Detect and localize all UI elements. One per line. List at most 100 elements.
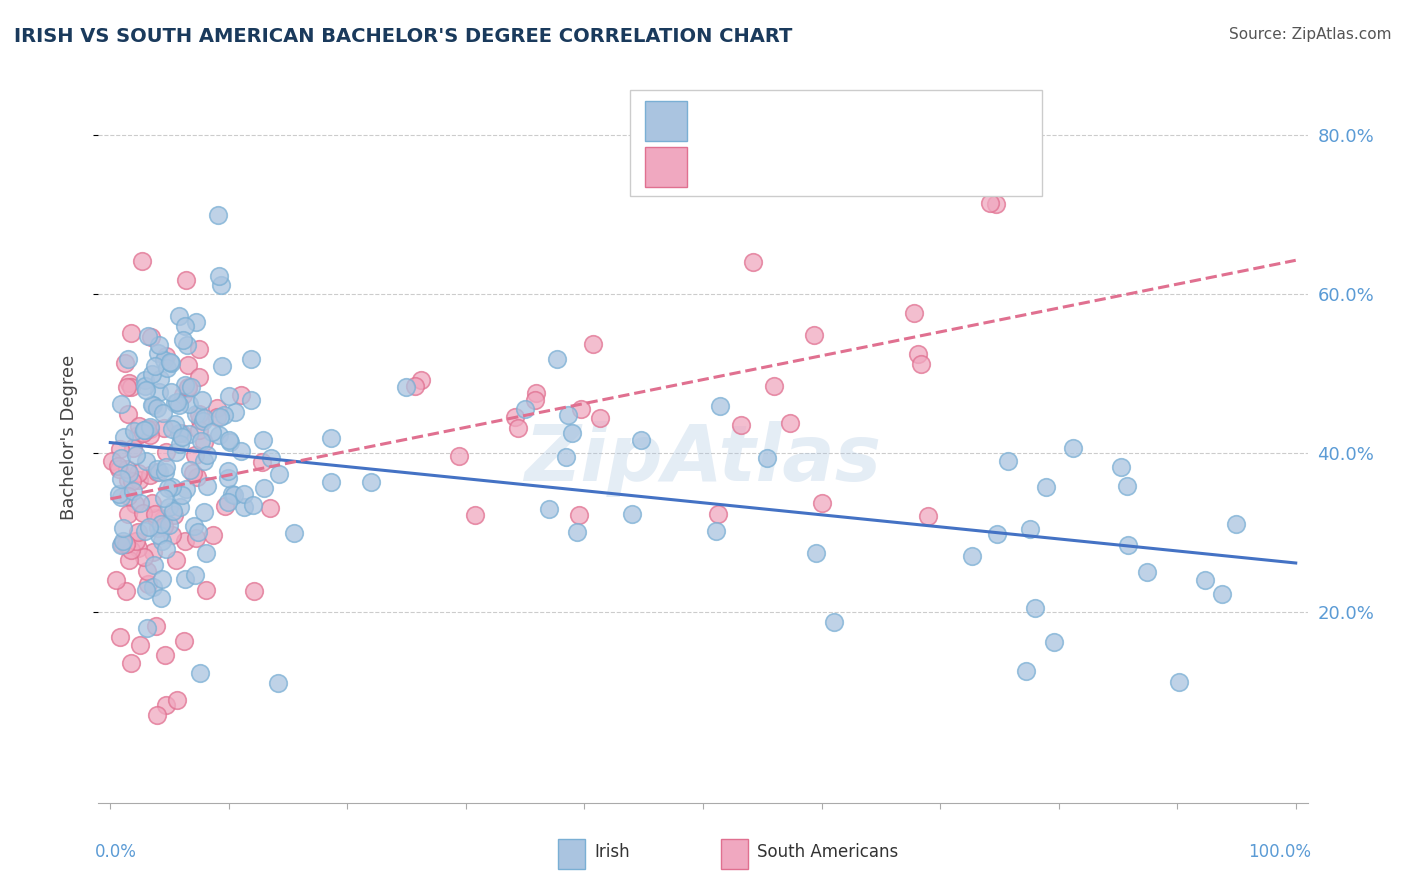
Point (153, 465, 176, 479)
Text: R =  0.145   N = 116: R = 0.145 N = 116 (702, 158, 889, 176)
Point (165, 445, 187, 459)
Point (240, 351, 263, 366)
Point (134, 423, 156, 437)
Point (1116, 538, 1139, 552)
Point (1035, 480, 1057, 494)
Point (145, 511, 167, 525)
Point (1194, 573, 1216, 587)
Point (114, 356, 136, 370)
Point (193, 434, 215, 449)
Point (146, 521, 169, 535)
Text: Source: ZipAtlas.com: Source: ZipAtlas.com (1229, 27, 1392, 42)
Point (243, 584, 266, 599)
Point (142, 398, 165, 412)
Point (149, 591, 172, 605)
Point (100, 454, 122, 468)
Point (117, 489, 139, 503)
Point (174, 273, 197, 287)
Point (167, 309, 190, 323)
Point (889, 112, 911, 126)
Point (111, 534, 134, 549)
Point (108, 630, 131, 644)
Point (117, 407, 139, 421)
Point (114, 584, 136, 599)
Point (122, 484, 145, 499)
Point (193, 414, 215, 428)
Point (1167, 674, 1189, 689)
Text: South Americans: South Americans (758, 843, 898, 861)
Point (1211, 586, 1233, 600)
Point (118, 376, 141, 390)
Point (217, 494, 239, 508)
Point (127, 525, 149, 540)
Point (152, 406, 174, 420)
Point (207, 428, 229, 442)
Point (208, 268, 231, 283)
Point (997, 454, 1019, 468)
Point (107, 458, 129, 473)
Text: 100.0%: 100.0% (1249, 843, 1312, 861)
Point (567, 525, 589, 540)
Point (537, 502, 560, 516)
Point (174, 378, 197, 392)
Point (229, 443, 252, 458)
Point (135, 583, 157, 598)
Point (179, 463, 201, 477)
Point (111, 537, 134, 551)
Point (194, 582, 217, 597)
Point (259, 500, 281, 515)
Point (177, 380, 200, 394)
Bar (721, 839, 748, 869)
Point (172, 388, 194, 402)
Point (214, 500, 236, 514)
Point (148, 384, 170, 399)
Point (138, 467, 160, 482)
Point (177, 381, 200, 395)
Point (139, 428, 162, 442)
Point (150, 534, 173, 549)
Point (148, 465, 170, 479)
Point (136, 577, 159, 591)
Point (163, 396, 186, 410)
Point (730, 417, 752, 432)
Point (124, 448, 146, 462)
Point (184, 568, 207, 582)
Point (127, 541, 149, 556)
Point (160, 528, 183, 542)
Point (360, 475, 382, 490)
Point (174, 572, 197, 586)
Point (128, 473, 150, 487)
Point (395, 380, 418, 394)
Point (411, 373, 433, 387)
Point (124, 497, 146, 511)
Point (148, 338, 170, 352)
Point (508, 421, 530, 435)
Point (139, 420, 162, 434)
Point (155, 541, 177, 556)
Point (464, 508, 486, 522)
Point (155, 459, 177, 474)
Point (148, 528, 170, 542)
Point (184, 408, 207, 422)
Point (159, 385, 181, 400)
Point (155, 698, 177, 713)
Point (181, 466, 204, 480)
Point (177, 426, 200, 441)
Point (167, 425, 190, 440)
Point (526, 386, 548, 401)
Point (169, 500, 191, 514)
Point (547, 352, 569, 367)
Point (166, 693, 188, 707)
Point (153, 491, 176, 506)
Point (153, 648, 176, 662)
Point (219, 435, 242, 450)
Point (1135, 565, 1157, 579)
Point (229, 388, 252, 402)
Point (128, 418, 150, 433)
Point (136, 422, 159, 436)
Y-axis label: Bachelor's Degree: Bachelor's Degree (59, 354, 77, 520)
Point (174, 319, 197, 334)
Point (110, 538, 132, 552)
Point (986, 527, 1008, 541)
Point (188, 412, 211, 426)
